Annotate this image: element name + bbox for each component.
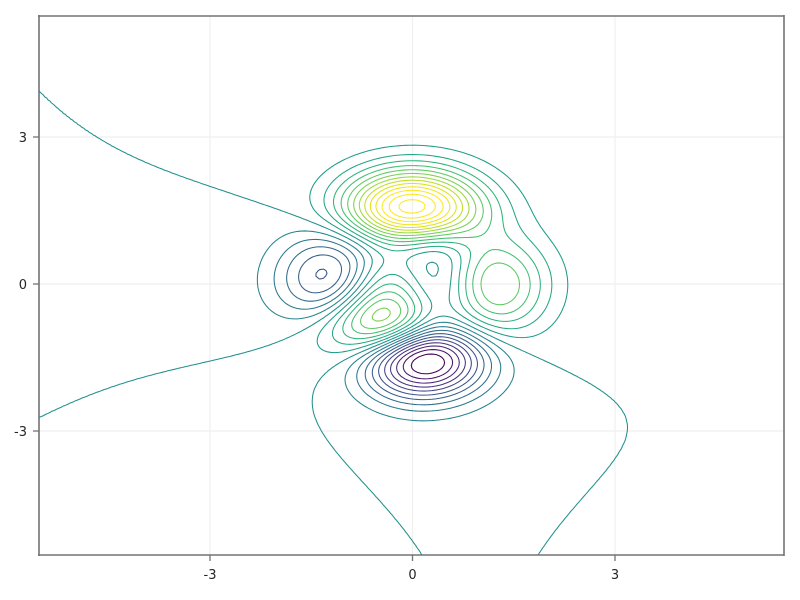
contour-line-level-6 — [375, 186, 451, 226]
contour-line-level-5.4 — [369, 182, 457, 229]
xtick-label--3: -3 — [204, 568, 217, 583]
contour-line-level-2.4 — [472, 248, 531, 315]
contour-line-level--4.8 — [396, 345, 460, 384]
contour-line-level-1.8 — [342, 283, 416, 340]
contour-line-level-4.2 — [358, 176, 470, 234]
contour-line-level--1.2 — [356, 326, 502, 412]
contour-line-level-1.8 — [332, 160, 541, 322]
ytick-label--3: -3 — [14, 425, 27, 440]
axis-spines — [38, 15, 785, 556]
contour-line-level--0.6 — [344, 321, 515, 422]
contour-lines-group — [38, 90, 629, 556]
contour-line-level--5.4 — [402, 349, 454, 380]
contour-line-level-3.6 — [371, 307, 391, 322]
contour-line-level--0.6 — [256, 230, 365, 320]
contour-line-level-4.8 — [364, 179, 464, 231]
x-axis-tick-labels: -3 0 3 — [204, 568, 620, 583]
contour-line-level--3 — [315, 268, 328, 280]
ytick-label-3: 3 — [19, 131, 27, 146]
contour-line-level-2.4 — [351, 291, 409, 335]
gridlines — [39, 16, 784, 555]
contour-line-level-7.2 — [388, 193, 436, 219]
contour-line-level-0 — [311, 315, 629, 556]
contour-line-level-3 — [360, 298, 402, 330]
y-axis-tick-labels: 3 0 -3 — [14, 131, 27, 440]
xtick-label-0: 0 — [408, 568, 416, 583]
xtick-label-3: 3 — [611, 568, 619, 583]
contour-line-level--2.4 — [298, 254, 343, 294]
contour-line-level-0.6 — [309, 144, 569, 354]
contour-line-level-6.6 — [381, 189, 444, 223]
contour-line-level-2.4 — [340, 165, 493, 243]
contour-line-level-3 — [480, 262, 521, 306]
ytick-label-0: 0 — [19, 278, 27, 293]
contour-line-level-0 — [425, 261, 439, 277]
contour-line-level-3.6 — [353, 172, 477, 237]
contour-line-level--3.6 — [384, 339, 472, 392]
tick-marks — [33, 136, 616, 561]
contour-line-level-7.8 — [398, 199, 426, 214]
contour-line-level--3 — [378, 336, 478, 396]
contour-line-level-1.2 — [323, 154, 553, 330]
contour-line-level--1.8 — [364, 329, 493, 406]
axes-background — [39, 16, 784, 555]
contour-line-level--1.8 — [286, 246, 351, 302]
contour-line-level-1.2 — [331, 273, 423, 345]
contour-line-level--4.2 — [390, 342, 466, 388]
contour-line-level--2.4 — [371, 333, 485, 401]
contour-line-level--6 — [410, 353, 446, 375]
contour-line-level--1.2 — [273, 238, 358, 310]
contour-line-level-0 — [38, 90, 373, 419]
contour-line-level-3 — [347, 169, 484, 239]
